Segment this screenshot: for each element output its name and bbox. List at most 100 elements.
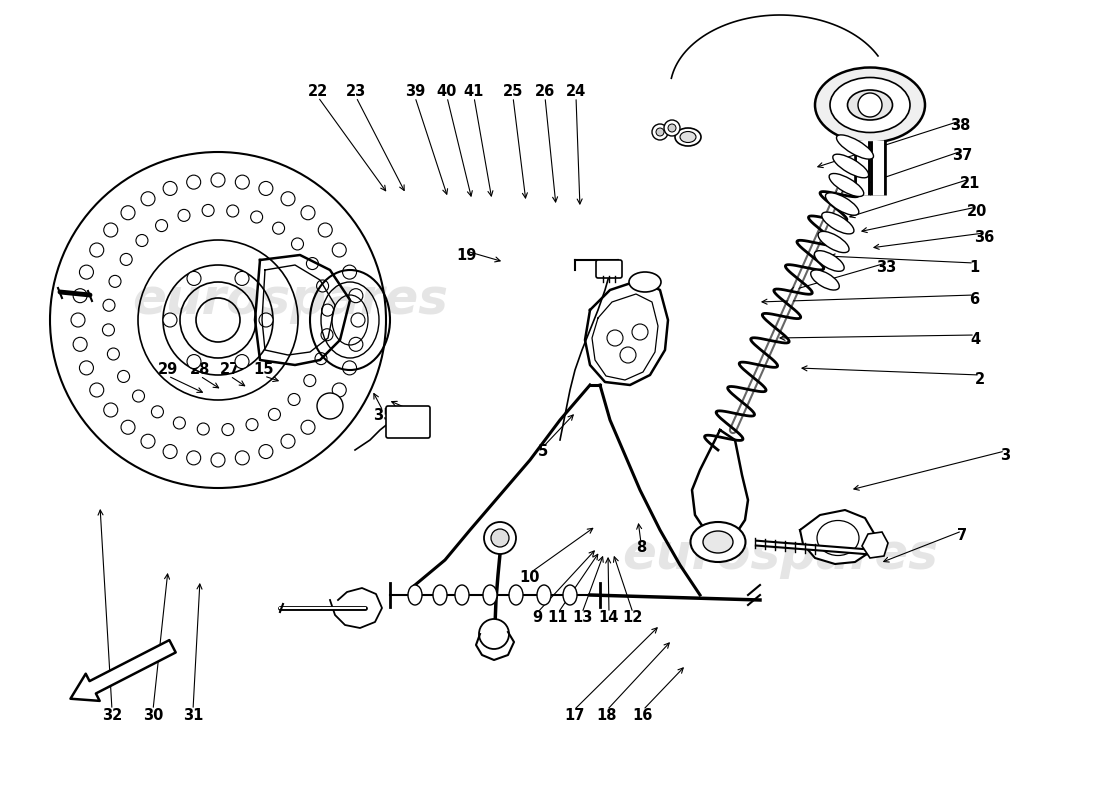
Text: 15: 15 (254, 362, 274, 378)
Circle shape (120, 254, 132, 266)
Circle shape (121, 420, 135, 434)
Circle shape (227, 205, 239, 217)
Circle shape (342, 265, 356, 279)
Text: 6: 6 (969, 293, 979, 307)
Text: 21: 21 (960, 177, 980, 191)
Ellipse shape (433, 585, 447, 605)
Polygon shape (585, 280, 668, 385)
Circle shape (632, 324, 648, 340)
Circle shape (273, 222, 285, 234)
Text: 40: 40 (437, 85, 458, 99)
Circle shape (72, 313, 85, 327)
Circle shape (268, 409, 280, 421)
Circle shape (318, 403, 332, 417)
Circle shape (315, 353, 327, 365)
Circle shape (858, 93, 882, 117)
Ellipse shape (483, 585, 497, 605)
Text: 18: 18 (596, 707, 617, 722)
Text: 34: 34 (403, 409, 424, 423)
Text: 10: 10 (519, 570, 540, 586)
Ellipse shape (815, 67, 925, 142)
Circle shape (235, 451, 250, 465)
Text: 13: 13 (572, 610, 592, 626)
Text: 19: 19 (455, 249, 476, 263)
Circle shape (103, 223, 118, 237)
Circle shape (202, 205, 215, 217)
Circle shape (304, 374, 316, 386)
Circle shape (258, 445, 273, 458)
Ellipse shape (811, 270, 839, 290)
Text: 38: 38 (949, 118, 970, 134)
Circle shape (349, 289, 363, 302)
Circle shape (132, 390, 144, 402)
Text: 5: 5 (538, 445, 548, 459)
Ellipse shape (818, 231, 849, 253)
Circle shape (79, 361, 94, 375)
Circle shape (288, 394, 300, 406)
Ellipse shape (691, 522, 746, 562)
Polygon shape (800, 510, 874, 564)
Text: 8: 8 (636, 541, 646, 555)
Circle shape (664, 120, 680, 136)
Text: 29: 29 (158, 362, 178, 378)
Circle shape (668, 124, 676, 132)
Ellipse shape (703, 531, 733, 553)
Text: 16: 16 (632, 707, 653, 722)
Circle shape (178, 210, 190, 222)
Circle shape (108, 348, 120, 360)
Circle shape (349, 338, 363, 351)
Circle shape (235, 354, 249, 369)
Circle shape (607, 330, 623, 346)
Polygon shape (692, 430, 748, 538)
Circle shape (652, 124, 668, 140)
Ellipse shape (847, 90, 892, 120)
Circle shape (211, 173, 226, 187)
Circle shape (90, 243, 103, 257)
Text: 39: 39 (405, 85, 425, 99)
Ellipse shape (455, 585, 469, 605)
Polygon shape (862, 532, 888, 558)
Text: 9: 9 (532, 610, 542, 626)
Text: 28: 28 (190, 362, 210, 378)
Text: 3: 3 (1000, 449, 1010, 463)
Circle shape (478, 619, 509, 649)
Circle shape (332, 243, 346, 257)
Circle shape (222, 423, 234, 435)
Circle shape (258, 313, 273, 327)
Circle shape (332, 383, 346, 397)
Ellipse shape (629, 272, 661, 292)
Text: 36: 36 (974, 230, 994, 246)
FancyBboxPatch shape (596, 260, 622, 278)
Circle shape (307, 258, 318, 270)
Text: 33: 33 (876, 261, 896, 275)
Ellipse shape (675, 128, 701, 146)
Circle shape (301, 206, 315, 220)
Circle shape (187, 354, 201, 369)
Circle shape (102, 324, 114, 336)
Text: eurospares: eurospares (132, 276, 448, 324)
Circle shape (187, 175, 200, 189)
Text: 23: 23 (345, 85, 366, 99)
Circle shape (121, 206, 135, 220)
Text: 41: 41 (464, 85, 484, 99)
Circle shape (152, 406, 164, 418)
Polygon shape (330, 588, 382, 628)
Circle shape (292, 238, 304, 250)
Circle shape (187, 271, 201, 286)
Circle shape (211, 453, 226, 467)
Circle shape (163, 313, 177, 327)
Ellipse shape (830, 78, 910, 133)
Text: 30: 30 (143, 707, 163, 722)
Ellipse shape (509, 585, 522, 605)
Text: 7: 7 (957, 529, 967, 543)
Text: 32: 32 (102, 707, 122, 722)
Circle shape (251, 211, 263, 223)
Circle shape (258, 182, 273, 195)
Circle shape (73, 338, 87, 351)
Circle shape (246, 418, 258, 430)
Text: 26: 26 (535, 85, 556, 99)
Circle shape (342, 361, 356, 375)
Circle shape (321, 329, 333, 341)
Ellipse shape (563, 585, 578, 605)
Circle shape (90, 383, 103, 397)
